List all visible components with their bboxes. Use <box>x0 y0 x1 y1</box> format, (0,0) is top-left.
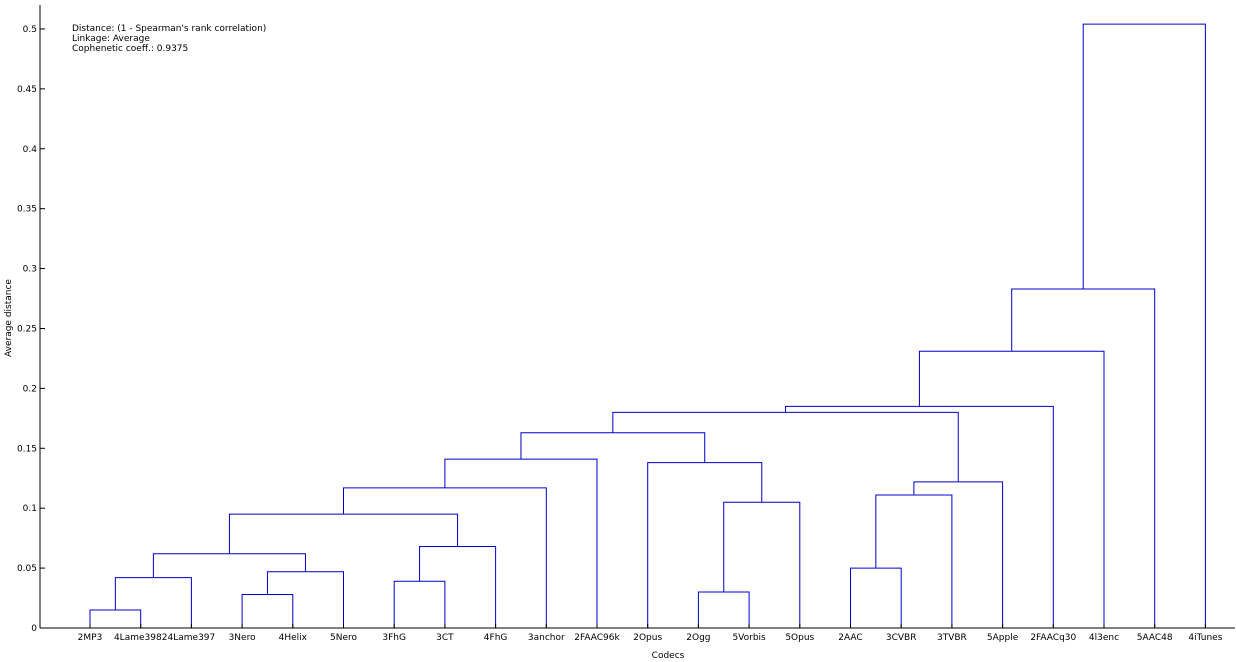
y-tick-label: 0.05 <box>17 564 37 574</box>
dendrogram-links <box>89 23 1206 628</box>
dendrogram-link <box>266 571 344 628</box>
leaf-label: 5Vorbis <box>732 633 766 643</box>
axes <box>39 5 1235 629</box>
y-tick-label: 0.4 <box>23 145 38 155</box>
dendrogram-link <box>444 458 598 628</box>
leaf-label: 4l3enc <box>1089 633 1119 643</box>
leaf-label: 2MP3 <box>78 633 103 643</box>
y-tick-label: 0.5 <box>23 25 37 35</box>
leaf-label: 3FhG <box>382 633 406 643</box>
dendrogram-link <box>520 432 706 463</box>
leaf-label: 2Ogg <box>686 633 710 643</box>
leaf-label: 2FAACq30 <box>1030 633 1076 643</box>
info-cophenetic: Cophenetic coeff.: 0.9375 <box>72 44 188 54</box>
dendrogram-link <box>1011 288 1156 628</box>
info-distance: Distance: (1 - Spearman's rank correlati… <box>72 24 266 34</box>
y-tick-label: 0.15 <box>17 444 37 454</box>
y-axis-ticks: 0 0.05 0.1 0.15 0.2 0.25 0.3 0.35 0.4 0.45 0.5 <box>17 25 45 634</box>
info-linkage: Linkage: Average <box>72 34 150 44</box>
x-axis-leaf-labels: 2MP3 4Lame3982 4Lame397 3Nero 4Helix 5Nero 3Fh… <box>78 624 1223 643</box>
y-tick-label: 0.3 <box>23 265 37 275</box>
y-tick-label: 0.1 <box>23 504 37 514</box>
dendrogram-link <box>1082 23 1206 628</box>
dendrogram-link <box>875 494 953 628</box>
leaf-label: 5Nero <box>330 633 357 643</box>
leaf-label: 3CVBR <box>886 633 917 643</box>
leaf-label: 4Helix <box>279 633 308 643</box>
leaf-label: 4Lame397 <box>168 633 216 643</box>
leaf-label: 5Opus <box>785 633 814 643</box>
x-axis-title: Codecs <box>652 651 685 661</box>
y-tick-label: 0.45 <box>17 85 37 95</box>
dendrogram-link <box>419 546 497 628</box>
leaf-label: 2AAC <box>838 633 862 643</box>
dendrogram-link <box>723 501 801 628</box>
dendrogram-link <box>850 567 902 628</box>
leaf-label: 2Opus <box>633 633 662 643</box>
leaf-label: 3Nero <box>229 633 256 643</box>
leaf-label: 4FhG <box>484 633 508 643</box>
leaf-label: 2FAAC96k <box>574 633 620 643</box>
leaf-label: 4iTunes <box>1188 633 1222 643</box>
dendrogram-link <box>918 350 1105 628</box>
dendrogram-link <box>785 405 1054 628</box>
leaf-label: 3TVBR <box>937 633 967 643</box>
leaf-label: 3CT <box>436 633 454 643</box>
dendrogram-link <box>241 593 294 628</box>
dendrogram-link <box>152 553 306 578</box>
y-tick-label: 0 <box>31 624 37 634</box>
y-axis-title: Average distance <box>4 279 14 357</box>
dendrogram-link <box>697 591 750 628</box>
dendrogram-link <box>393 580 446 628</box>
leaf-label: 4Lame3982 <box>114 633 167 643</box>
leaf-label: 5Apple <box>987 633 1019 643</box>
dendrogram-link <box>228 513 459 554</box>
y-tick-label: 0.25 <box>17 324 37 334</box>
leaf-label: 3anchor <box>528 633 565 643</box>
dendrogram-link <box>114 577 192 628</box>
dendrogram-link <box>647 462 763 628</box>
dendrogram-link <box>612 411 959 482</box>
info-box: Distance: (1 - Spearman's rank correlati… <box>72 24 266 54</box>
y-tick-label: 0.35 <box>17 205 37 215</box>
leaf-label: 5AAC48 <box>1137 633 1173 643</box>
y-tick-label: 0.2 <box>23 384 37 394</box>
dendrogram-link <box>89 609 142 628</box>
dendrogram-link <box>913 481 1004 628</box>
